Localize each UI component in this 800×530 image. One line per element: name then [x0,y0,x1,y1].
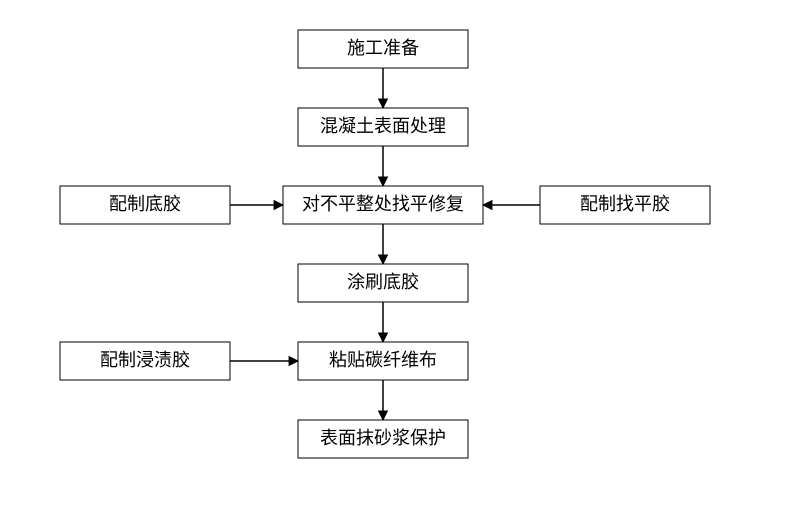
node-label: 涂刷底胶 [347,272,419,292]
node-label: 对不平整处找平修复 [302,194,464,214]
node-label: 混凝土表面处理 [320,116,446,136]
node-label: 施工准备 [347,38,419,58]
node-label: 表面抹砂浆保护 [320,428,446,448]
flow-node-n6: 表面抹砂浆保护 [298,420,468,458]
flow-node-n2: 混凝土表面处理 [298,108,468,146]
node-label: 粘贴碳纤维布 [329,350,437,370]
flow-node-n5: 粘贴碳纤维布 [298,342,468,380]
flow-node-n4: 涂刷底胶 [298,264,468,302]
node-label: 配制找平胶 [580,194,670,214]
flow-node-n1: 施工准备 [298,30,468,68]
nodes-layer: 施工准备混凝土表面处理对不平整处找平修复涂刷底胶粘贴碳纤维布表面抹砂浆保护 配制底… [60,30,710,458]
flowchart-canvas: 施工准备混凝土表面处理对不平整处找平修复涂刷底胶粘贴碳纤维布表面抹砂浆保护 配制底… [0,0,800,530]
flow-node-sR1: 配制找平胶 [540,186,710,224]
node-label: 配制底胶 [109,194,181,214]
flow-node-n3: 对不平整处找平修复 [283,186,483,224]
flow-node-sL2: 配制浸渍胶 [60,342,230,380]
node-label: 配制浸渍胶 [100,350,190,370]
flow-node-sL1: 配制底胶 [60,186,230,224]
